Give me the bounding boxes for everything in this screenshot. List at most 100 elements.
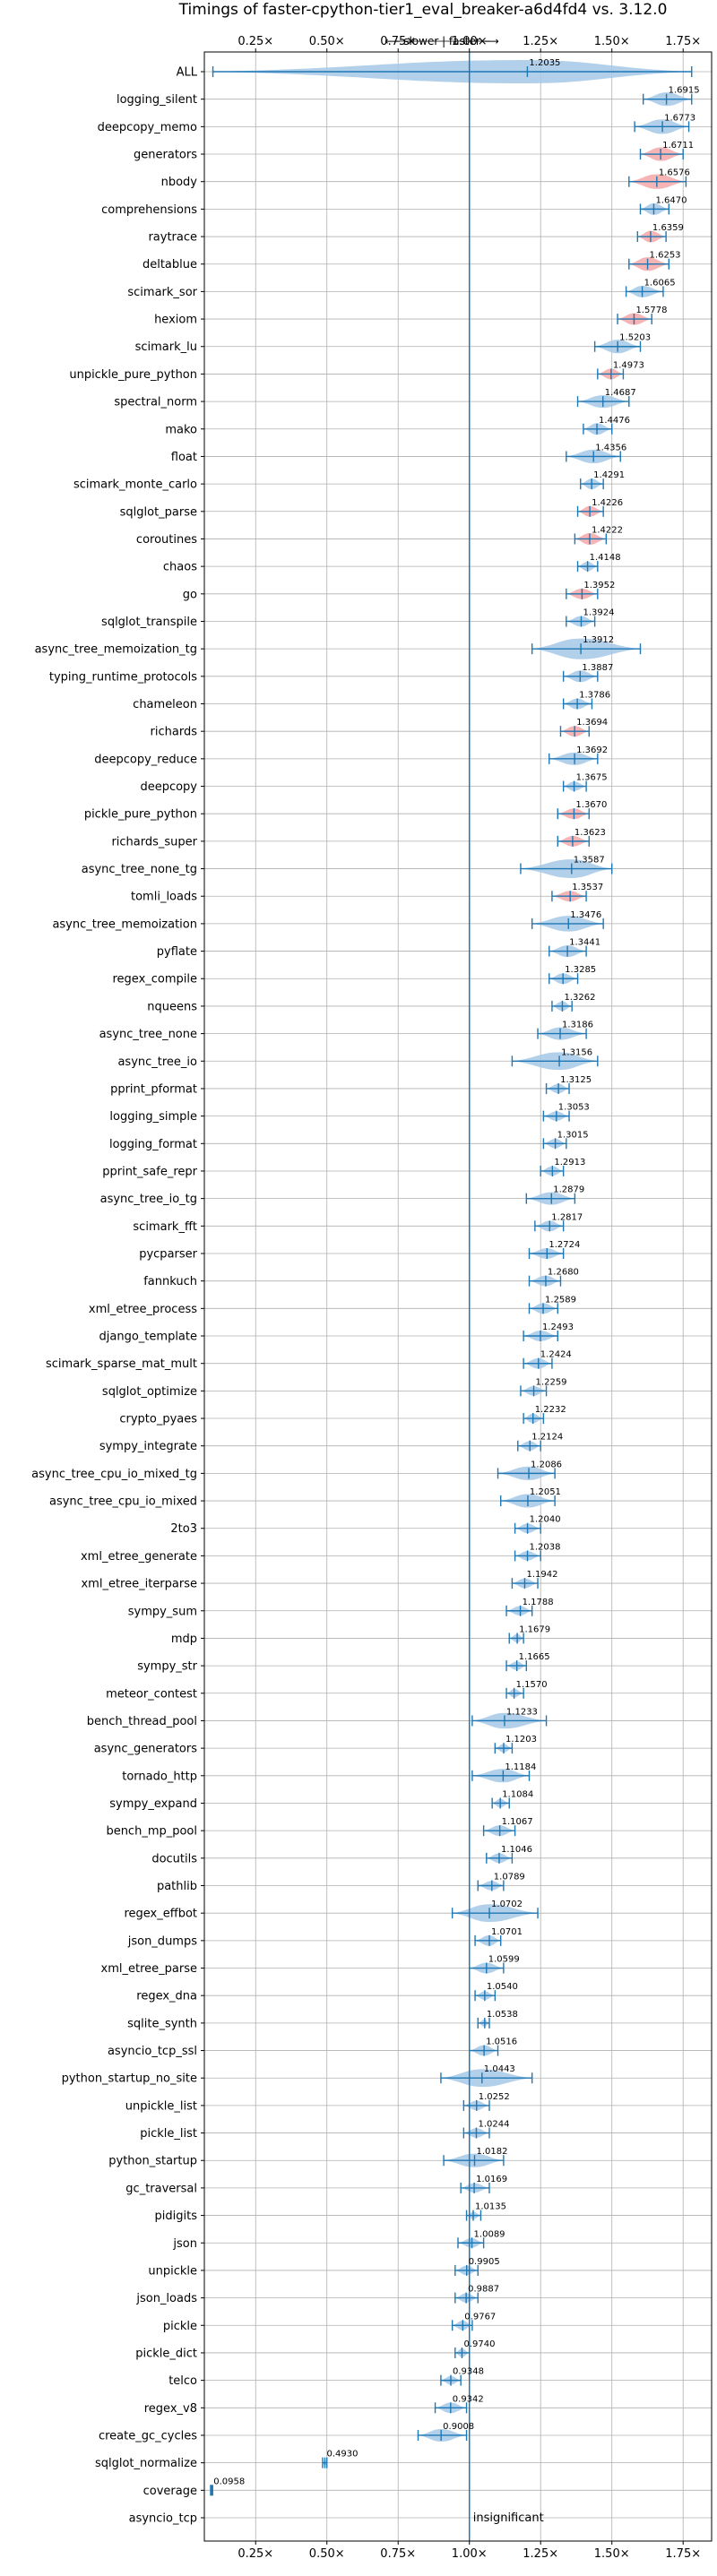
category-label: logging_format bbox=[109, 1138, 197, 1151]
value-label: 1.6773 bbox=[664, 113, 695, 123]
x-tick-label-bottom: 1.25× bbox=[523, 2547, 558, 2561]
value-label: 1.3912 bbox=[583, 635, 614, 645]
value-label: 1.0252 bbox=[479, 2092, 510, 2102]
value-label: 1.2051 bbox=[530, 1487, 561, 1497]
category-label: unpickle_list bbox=[125, 2099, 197, 2113]
category-label: chameleon bbox=[133, 698, 197, 711]
category-label: async_generators bbox=[94, 1743, 198, 1756]
value-label: 1.0244 bbox=[478, 2120, 509, 2130]
value-label: 0.4930 bbox=[327, 2450, 358, 2460]
category-label: sqlglot_optimize bbox=[102, 1385, 197, 1399]
category-label: asyncio_tcp_ssl bbox=[108, 2045, 197, 2058]
chart-title: Timings of faster-cpython-tier1_eval_bre… bbox=[178, 1, 668, 19]
value-label: 1.0443 bbox=[484, 2064, 515, 2074]
value-label: 1.0599 bbox=[488, 1955, 520, 1965]
value-label: 1.2680 bbox=[548, 1268, 579, 1278]
category-label: logging_silent bbox=[117, 93, 197, 107]
category-label: regex_effbot bbox=[124, 1908, 197, 1921]
category-label: deepcopy_memo bbox=[98, 121, 197, 134]
category-label: xml_etree_iterparse bbox=[81, 1578, 197, 1591]
labels: 0.25× 0.25× 0.50× 0.50× 0.75× 0.75× 1.00× 1.00×… bbox=[31, 35, 701, 2561]
category-label: sqlite_synth bbox=[127, 2017, 197, 2030]
category-label: nbody bbox=[161, 176, 198, 189]
value-label: 1.1570 bbox=[516, 1680, 548, 1690]
value-label: 1.1233 bbox=[506, 1707, 538, 1717]
value-label: 1.0089 bbox=[474, 2229, 505, 2239]
category-label: logging_simple bbox=[109, 1110, 197, 1124]
category-label: async_tree_io_tg bbox=[100, 1193, 197, 1206]
category-label: go bbox=[183, 588, 197, 601]
value-label: 1.0135 bbox=[475, 2202, 506, 2212]
value-label: 1.3015 bbox=[557, 1130, 589, 1140]
category-label: unpickle bbox=[148, 2264, 197, 2278]
value-label: 1.3675 bbox=[576, 773, 608, 783]
value-label: 1.5778 bbox=[635, 306, 667, 315]
x-tick-label-bottom: 1.50× bbox=[594, 2547, 630, 2561]
category-label: regex_v8 bbox=[144, 2402, 197, 2416]
category-label: json bbox=[172, 2237, 197, 2251]
value-label: 0.9905 bbox=[469, 2257, 500, 2267]
value-label: 1.1084 bbox=[502, 1789, 533, 1799]
category-label: async_tree_cpu_io_mixed_tg bbox=[31, 1468, 197, 1481]
category-label: pyflate bbox=[157, 945, 197, 959]
value-label: 1.0538 bbox=[487, 2010, 518, 2020]
value-label: 1.0516 bbox=[486, 2038, 517, 2047]
category-label: pickle_list bbox=[140, 2127, 197, 2141]
category-label: mdp bbox=[171, 1633, 197, 1646]
category-label: xml_etree_generate bbox=[81, 1550, 197, 1564]
category-label: sqlglot_normalize bbox=[95, 2457, 197, 2470]
category-label: telco bbox=[168, 2374, 197, 2388]
value-label: 1.6915 bbox=[669, 86, 700, 96]
category-label: sympy_sum bbox=[128, 1605, 197, 1618]
category-label: regex_dna bbox=[136, 1990, 197, 2003]
category-label: async_tree_none_tg bbox=[82, 863, 197, 876]
category-label: scimark_sparse_mat_mult bbox=[46, 1357, 197, 1371]
value-label: 1.0789 bbox=[494, 1872, 525, 1882]
category-label: hexiom bbox=[154, 314, 197, 327]
value-label: 1.2259 bbox=[536, 1377, 567, 1387]
value-label: 1.2040 bbox=[530, 1515, 561, 1525]
x-tick-label-top: 0.50× bbox=[309, 35, 345, 48]
category-label: pidigits bbox=[155, 2210, 198, 2223]
value-label: 1.2035 bbox=[529, 58, 560, 68]
category-label: async_tree_none bbox=[99, 1028, 197, 1041]
value-label: 1.3670 bbox=[575, 800, 607, 810]
x-tick-label-top: 0.25× bbox=[238, 35, 273, 48]
value-label: 1.2913 bbox=[554, 1158, 585, 1167]
value-label: 0.9740 bbox=[463, 2339, 495, 2349]
value-label: 0.9342 bbox=[453, 2394, 484, 2404]
x-tick-label-bottom: 0.25× bbox=[238, 2547, 273, 2561]
category-label: python_startup bbox=[108, 2155, 197, 2168]
category-label: spectral_norm bbox=[114, 396, 197, 409]
value-label: 1.3441 bbox=[569, 938, 600, 948]
value-label: 1.3587 bbox=[574, 856, 605, 866]
value-label: 1.3786 bbox=[579, 691, 610, 701]
value-label: 1.6359 bbox=[652, 223, 684, 233]
x-tick-label-top: 1.75× bbox=[665, 35, 701, 48]
value-label: 1.3125 bbox=[560, 1075, 592, 1085]
category-label: gc_traversal bbox=[125, 2182, 197, 2195]
value-label: 1.4687 bbox=[605, 388, 636, 398]
category-label: meteor_contest bbox=[106, 1687, 197, 1701]
category-label: fannkuch bbox=[143, 1275, 197, 1288]
category-label: unpickle_pure_python bbox=[69, 368, 197, 382]
category-label: comprehensions bbox=[101, 203, 197, 217]
value-label: 1.4148 bbox=[590, 553, 621, 563]
value-label: 1.3887 bbox=[582, 663, 613, 673]
category-label: sympy_expand bbox=[109, 1797, 197, 1811]
category-label: bench_thread_pool bbox=[87, 1715, 197, 1728]
category-label: async_tree_cpu_io_mixed bbox=[49, 1495, 197, 1509]
value-label: 1.6253 bbox=[650, 251, 681, 261]
value-label: 1.2817 bbox=[551, 1212, 583, 1222]
value-label: 1.4291 bbox=[593, 470, 625, 480]
category-label: pprint_safe_repr bbox=[102, 1165, 197, 1178]
insignificant-label: insignificant bbox=[473, 2511, 544, 2525]
category-label: coverage bbox=[143, 2485, 197, 2498]
value-label: 1.4222 bbox=[592, 525, 623, 535]
x-tick-label-top: 1.50× bbox=[594, 35, 630, 48]
category-label: sqlglot_transpile bbox=[101, 616, 197, 629]
x-tick-label-bottom: 1.75× bbox=[665, 2547, 701, 2561]
value-label: 1.2724 bbox=[549, 1240, 580, 1250]
